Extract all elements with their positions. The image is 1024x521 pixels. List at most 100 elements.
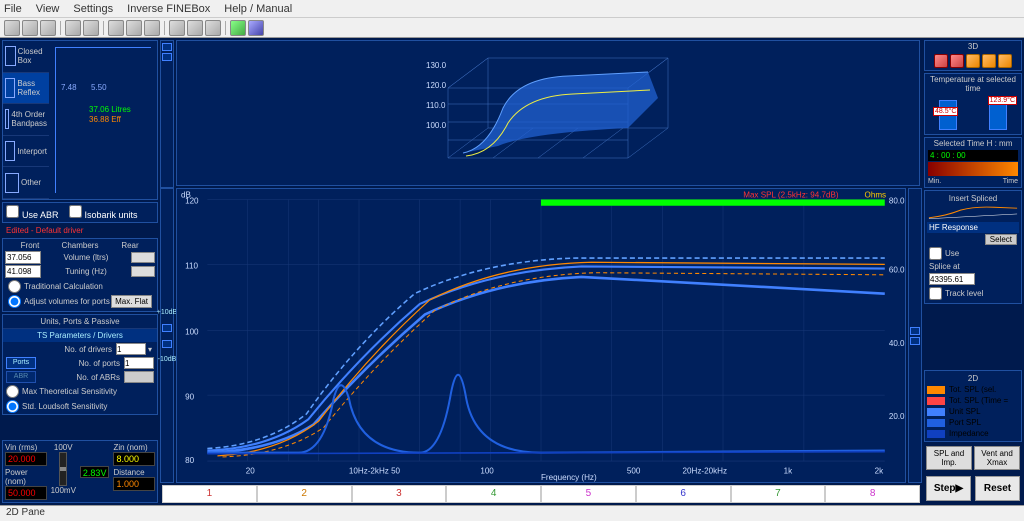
legend-tot-spl-time[interactable]: Tot. SPL (Time = <box>927 395 1019 406</box>
enclosure-list: Closed Box Bass Reflex 4th Order Bandpas… <box>2 40 158 200</box>
tb-new-icon[interactable] <box>4 20 20 36</box>
vin-value[interactable]: 20.000 <box>5 452 47 466</box>
step-button[interactable]: Step▶ <box>926 476 971 501</box>
use-check[interactable]: Use <box>927 246 1019 261</box>
enc-other[interactable]: Other <box>3 167 49 199</box>
drivers-input[interactable] <box>116 343 146 355</box>
power-value[interactable]: 50.000 <box>5 486 47 500</box>
3d-mode3-icon[interactable] <box>966 54 980 68</box>
legend-impedance[interactable]: Impedance <box>927 428 1019 439</box>
tb-measure-icon[interactable] <box>169 20 185 36</box>
ports-button[interactable]: Ports <box>6 357 36 369</box>
splice-at-input[interactable] <box>929 273 975 285</box>
2d-chart[interactable]: dB 120 110 100 90 80 80.0 60.0 40.0 20.0… <box>176 188 906 483</box>
tb-open-icon[interactable] <box>22 20 38 36</box>
svg-text:20.0: 20.0 <box>889 412 905 421</box>
v-offset-slider[interactable] <box>160 40 174 188</box>
chambers-panel: FrontChambersRear Volume (ltrs) Tuning (… <box>2 238 158 312</box>
distance-value[interactable]: 1.000 <box>113 477 155 491</box>
isobarik-check[interactable]: Isobarik units <box>69 205 138 220</box>
max-flat-button[interactable]: Max. Flat <box>111 295 152 308</box>
center-panel: 130.0 120.0 110.0 100.0 +10dB -10dB <box>160 38 922 505</box>
tab-3[interactable]: 3 <box>352 485 447 503</box>
imp-offset-slider[interactable] <box>908 188 922 483</box>
tb-paste-icon[interactable] <box>83 20 99 36</box>
rear-volume-input[interactable] <box>131 252 155 263</box>
adjust-volumes-radio[interactable]: Adjust volumes for ports Max. Flat <box>5 294 155 309</box>
dim-h: 5.50 <box>91 83 107 92</box>
tb-export-icon[interactable] <box>187 20 203 36</box>
enc-interport[interactable]: Interport <box>3 136 49 168</box>
tb-copy-icon[interactable] <box>65 20 81 36</box>
front-tuning-input[interactable] <box>5 265 41 278</box>
enc-bass-reflex[interactable]: Bass Reflex <box>3 73 49 105</box>
svg-text:130.0: 130.0 <box>426 61 447 70</box>
right-panel: 3D Temperature at selected time 48.5°C 1… <box>922 38 1024 505</box>
zin-value[interactable]: 8.000 <box>113 452 155 466</box>
tb-help-icon[interactable] <box>248 20 264 36</box>
tab-6[interactable]: 6 <box>636 485 731 503</box>
legend-unit-spl[interactable]: Unit SPL <box>927 406 1019 417</box>
3d-mode2-icon[interactable] <box>950 54 964 68</box>
tab-1[interactable]: 1 <box>162 485 257 503</box>
svg-text:1k: 1k <box>784 467 793 476</box>
rear-tuning-input[interactable] <box>131 266 155 277</box>
tb-3d-icon[interactable] <box>108 20 124 36</box>
select-button[interactable]: Select <box>985 234 1017 245</box>
reset-button[interactable]: Reset <box>975 476 1020 501</box>
3d-mode1-icon[interactable] <box>934 54 948 68</box>
db-offset-slider[interactable]: +10dB -10dB <box>160 188 174 483</box>
svg-text:80.0: 80.0 <box>889 197 905 206</box>
tb-print-icon[interactable] <box>205 20 221 36</box>
temp2-value: 123.9°C <box>988 96 1017 105</box>
abr-button[interactable]: ABR <box>6 371 36 383</box>
ports-input[interactable] <box>124 357 154 369</box>
tb-overlay-icon[interactable] <box>144 20 160 36</box>
menu-help[interactable]: Help / Manual <box>224 3 292 15</box>
tb-save-icon[interactable] <box>40 20 56 36</box>
voltage-slider[interactable] <box>59 452 67 486</box>
3d-mode4-icon[interactable] <box>982 54 996 68</box>
tab-8[interactable]: 8 <box>825 485 920 503</box>
menu-inverse-finebox[interactable]: Inverse FINEBox <box>127 3 210 15</box>
svg-text:110.0: 110.0 <box>426 101 446 110</box>
enc-closed-box[interactable]: Closed Box <box>3 41 49 73</box>
3d-icon-row <box>925 52 1021 70</box>
svg-text:Frequency (Hz): Frequency (Hz) <box>541 473 597 482</box>
menu-settings[interactable]: Settings <box>73 3 113 15</box>
db-up-icon <box>162 324 172 332</box>
3d-mode5-icon[interactable] <box>998 54 1012 68</box>
enc-4th-order[interactable]: 4th Order Bandpass <box>3 104 49 136</box>
tb-chart-icon[interactable] <box>126 20 142 36</box>
3d-view[interactable]: 130.0 120.0 110.0 100.0 <box>176 40 920 186</box>
time-slider[interactable]: Min.Time <box>928 162 1018 176</box>
ts-params-button[interactable]: TS Parameters / Drivers <box>3 329 157 342</box>
front-volume-input[interactable] <box>5 251 41 264</box>
traditional-calc-radio[interactable]: Traditional Calculation <box>5 279 155 294</box>
vent-xmax-button[interactable]: Vent and Xmax <box>974 446 1020 470</box>
svg-text:500: 500 <box>627 467 641 476</box>
legend-tot-spl-sel[interactable]: Tot. SPL (sel. <box>927 384 1019 395</box>
selected-time-value[interactable]: 4 : 00 : 00 <box>928 150 1018 161</box>
std-loudsoft-radio[interactable]: Std. Loudsoft Sensitivity <box>3 399 157 414</box>
track-level-check[interactable]: Track level <box>927 286 1019 301</box>
tab-4[interactable]: 4 <box>446 485 541 503</box>
menu-view[interactable]: View <box>36 3 60 15</box>
svg-text:80: 80 <box>185 456 194 465</box>
tab-5[interactable]: 5 <box>541 485 636 503</box>
use-abr-check[interactable]: Use ABR <box>6 205 59 220</box>
tab-2[interactable]: 2 <box>257 485 352 503</box>
tb-settings-icon[interactable] <box>230 20 246 36</box>
spl-imp-button[interactable]: SPL and Imp. <box>926 446 972 470</box>
max-theoretical-radio[interactable]: Max Theoretical Sensitivity <box>3 384 157 399</box>
svg-text:10Hz-2kHz 50: 10Hz-2kHz 50 <box>349 467 401 476</box>
legend-port-spl[interactable]: Port SPL <box>927 417 1019 428</box>
menu-file[interactable]: File <box>4 3 22 15</box>
enclosure-diagram: 7.48 5.50 37.06 Litres 36.88 Eff <box>49 41 157 199</box>
svg-text:120.0: 120.0 <box>426 81 447 90</box>
svg-text:40.0: 40.0 <box>889 339 905 348</box>
abr-input[interactable] <box>124 371 154 383</box>
tab-7[interactable]: 7 <box>731 485 826 503</box>
spliced-preview <box>927 204 1019 222</box>
svg-text:110: 110 <box>185 261 198 270</box>
